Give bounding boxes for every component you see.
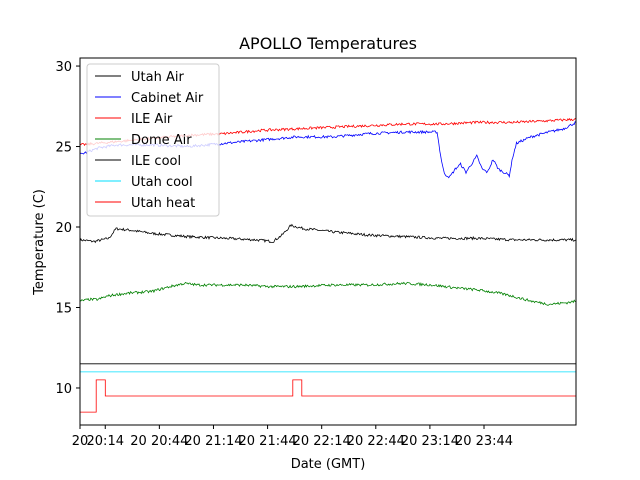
legend-label: Dome Air	[131, 133, 192, 148]
plot-frame	[79, 57, 577, 426]
y-tick-label: 15	[55, 301, 72, 316]
legend-label: ILE cool	[131, 154, 181, 169]
y-tick-label: 30	[55, 60, 72, 75]
y-tick-label: 20	[55, 221, 72, 236]
legend-label: Utah Air	[131, 70, 184, 85]
x-tick-label: 20 20:44	[130, 434, 188, 449]
legend-label: Utah heat	[131, 196, 195, 211]
x-tick-label: 20 21:44	[239, 434, 297, 449]
chart-title: APOLLO Temperatures	[239, 34, 417, 53]
legend-label: Cabinet Air	[131, 91, 204, 106]
legend-label: Utah cool	[131, 175, 193, 190]
x-tick-label: 20	[72, 434, 89, 449]
x-tick-label: 20 23:14	[401, 434, 459, 449]
series-line-utah-air	[79, 223, 577, 244]
series-line-utah-heat	[80, 379, 576, 413]
x-tick-label: 20 22:14	[293, 434, 351, 449]
x-tick-label: 20:14	[87, 434, 124, 449]
x-tick-label: 20 22:44	[347, 434, 405, 449]
legend-label: ILE Air	[131, 112, 173, 127]
legend: Utah Air Cabinet Air ILE Air Dome Air ILE co…	[86, 63, 220, 217]
x-tick-label: 20 23:44	[455, 434, 513, 449]
y-tick-label: 10	[55, 382, 72, 397]
x-axis-label: Date (GMT)	[291, 457, 366, 472]
y-axis-label: Temperature (C)	[32, 189, 47, 296]
series-line-dome-air	[79, 281, 577, 306]
legend-box	[86, 63, 220, 217]
y-tick-label: 25	[55, 141, 72, 156]
y-axis: 10 15 20 25 30	[55, 60, 80, 397]
x-tick-label: 20 21:14	[184, 434, 242, 449]
